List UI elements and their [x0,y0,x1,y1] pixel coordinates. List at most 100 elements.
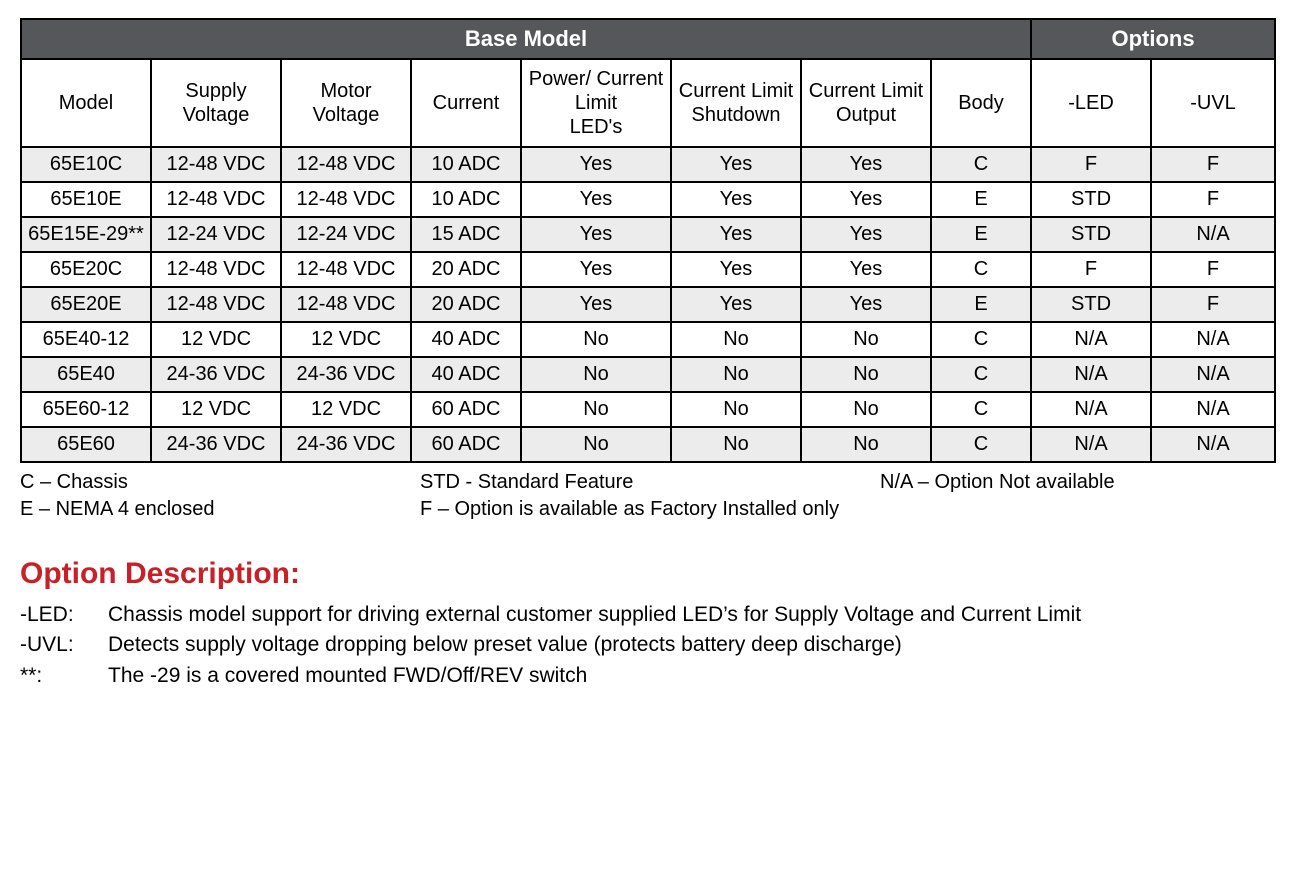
table-cell: 12 VDC [151,322,281,357]
table-cell: 24-36 VDC [281,427,411,462]
table-cell: 65E40-12 [21,322,151,357]
table-cell: C [931,147,1031,182]
option-description-heading: Option Description: [20,557,1274,591]
table-cell: No [801,392,931,427]
table-cell: 12-24 VDC [151,217,281,252]
table-cell: No [671,322,801,357]
table-row: 65E4024-36 VDC24-36 VDC40 ADCNoNoNoCN/AN… [21,357,1275,392]
table-cell: No [801,427,931,462]
table-cell: Yes [801,287,931,322]
table-cell: 60 ADC [411,392,521,427]
description-text: Chassis model support for driving extern… [108,601,1158,629]
table-cell: N/A [1031,357,1151,392]
table-cell: 40 ADC [411,322,521,357]
legend-item: N/A – Option Not available [880,469,1274,496]
column-header: Body [931,59,1031,147]
table-cell: No [801,357,931,392]
column-header: Current LimitShutdown [671,59,801,147]
table-cell: 12 VDC [151,392,281,427]
table-cell: No [671,392,801,427]
column-header: -LED [1031,59,1151,147]
table-cell: N/A [1031,322,1151,357]
table-cell: STD [1031,217,1151,252]
column-header: -UVL [1151,59,1275,147]
column-header: SupplyVoltage [151,59,281,147]
table-cell: N/A [1031,427,1151,462]
table-cell: 20 ADC [411,252,521,287]
table-cell: No [671,357,801,392]
table-cell: 24-36 VDC [281,357,411,392]
description-row: -UVL:Detects supply voltage dropping bel… [20,631,1274,659]
table-cell: E [931,182,1031,217]
table-row: 65E10E12-48 VDC12-48 VDC10 ADCYesYesYesE… [21,182,1275,217]
table-cell: 40 ADC [411,357,521,392]
table-cell: Yes [671,182,801,217]
table-cell: Yes [671,147,801,182]
table-cell: 65E10E [21,182,151,217]
column-header: MotorVoltage [281,59,411,147]
table-row: 65E40-1212 VDC12 VDC40 ADCNoNoNoCN/AN/A [21,322,1275,357]
table-row: 65E20C12-48 VDC12-48 VDC20 ADCYesYesYesC… [21,252,1275,287]
table-cell: F [1031,147,1151,182]
table-cell: 20 ADC [411,287,521,322]
table-cell: Yes [801,217,931,252]
table-cell: 12-48 VDC [281,147,411,182]
table-cell: N/A [1151,392,1275,427]
table-row: 65E6024-36 VDC24-36 VDC60 ADCNoNoNoCN/AN… [21,427,1275,462]
table-cell: STD [1031,182,1151,217]
legend-item: STD - Standard Feature [420,469,880,496]
table-cell: N/A [1151,427,1275,462]
table-cell: 65E60-12 [21,392,151,427]
table-cell: No [671,427,801,462]
table-cell: F [1151,252,1275,287]
table-cell: N/A [1151,357,1275,392]
legend-item: C – Chassis [20,469,420,496]
legend-item [880,496,1274,523]
table-cell: 65E60 [21,427,151,462]
table-cell: Yes [801,147,931,182]
table-cell: E [931,217,1031,252]
table-cell: N/A [1151,217,1275,252]
description-label: -UVL: [20,631,108,659]
table-cell: F [1031,252,1151,287]
table-cell: Yes [671,217,801,252]
column-header: Model [21,59,151,147]
spec-table: Base Model Options ModelSupplyVoltageMot… [20,18,1276,463]
description-row: -LED:Chassis model support for driving e… [20,601,1274,629]
table-cell: N/A [1031,392,1151,427]
group-header-options: Options [1031,19,1275,59]
table-cell: F [1151,182,1275,217]
legend-row: C – ChassisSTD - Standard FeatureN/A – O… [20,469,1274,496]
table-cell: 60 ADC [411,427,521,462]
group-header-row: Base Model Options [21,19,1275,59]
table-cell: C [931,322,1031,357]
table-cell: F [1151,147,1275,182]
table-cell: No [521,322,671,357]
table-cell: No [801,322,931,357]
table-cell: Yes [671,252,801,287]
column-header-row: ModelSupplyVoltageMotorVoltageCurrentPow… [21,59,1275,147]
description-text: Detects supply voltage dropping below pr… [108,631,1158,659]
table-cell: 12 VDC [281,392,411,427]
description-row: **:The -29 is a covered mounted FWD/Off/… [20,662,1274,690]
table-cell: Yes [521,217,671,252]
legend-row: E – NEMA 4 enclosedF – Option is availab… [20,496,1274,523]
table-row: 65E60-1212 VDC12 VDC60 ADCNoNoNoCN/AN/A [21,392,1275,427]
table-cell: C [931,357,1031,392]
table-cell: No [521,357,671,392]
table-cell: 65E40 [21,357,151,392]
table-cell: STD [1031,287,1151,322]
table-cell: 65E20C [21,252,151,287]
table-cell: 12 VDC [281,322,411,357]
table-cell: No [521,427,671,462]
table-cell: 65E15E-29** [21,217,151,252]
legend: C – ChassisSTD - Standard FeatureN/A – O… [20,469,1274,523]
table-cell: N/A [1151,322,1275,357]
table-cell: Yes [521,252,671,287]
table-cell: 12-48 VDC [281,182,411,217]
option-description-list: -LED:Chassis model support for driving e… [20,601,1274,690]
table-cell: 12-24 VDC [281,217,411,252]
table-cell: Yes [671,287,801,322]
table-row: 65E10C12-48 VDC12-48 VDC10 ADCYesYesYesC… [21,147,1275,182]
table-cell: Yes [521,147,671,182]
